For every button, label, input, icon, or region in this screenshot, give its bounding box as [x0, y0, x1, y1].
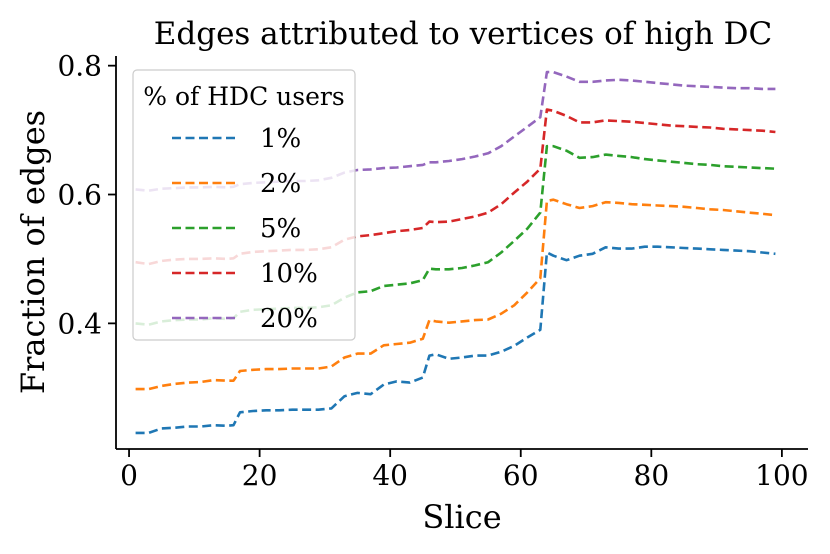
- chart-title: Edges attributed to vertices of high DC: [154, 16, 772, 52]
- x-ticks: 0 20 40 60 80 100: [120, 449, 809, 492]
- legend-items: 1% 2% 5% 10% 20%: [172, 124, 318, 334]
- legend-item: 20%: [172, 304, 318, 334]
- x-tick-label: 80: [634, 459, 670, 492]
- x-tick-label: 20: [242, 459, 278, 492]
- x-tick-label: 60: [503, 459, 539, 492]
- legend-item: 1%: [172, 124, 301, 154]
- series-line-0: [135, 245, 776, 435]
- y-tick-label: 0.4: [57, 307, 102, 340]
- legend-label: 10%: [260, 259, 318, 289]
- y-tick-label: 0.6: [57, 179, 102, 212]
- y-axis-label: Fraction of edges: [14, 110, 52, 394]
- series-line-1: [135, 198, 776, 391]
- x-tick-label: 100: [755, 459, 808, 492]
- legend: % of HDC users 1% 2% 5% 10% 20%: [132, 69, 356, 341]
- x-tick-label: 0: [120, 459, 138, 492]
- y-ticks: 0.4 0.6 0.8: [57, 50, 116, 340]
- x-axis-label: Slice: [422, 498, 501, 536]
- legend-label: 2%: [260, 169, 301, 199]
- legend-label: 5%: [260, 214, 301, 244]
- y-tick-label: 0.8: [57, 50, 102, 83]
- series-line-3: [135, 108, 776, 266]
- legend-label: 20%: [260, 304, 318, 334]
- legend-item: 5%: [172, 214, 301, 244]
- legend-label: 1%: [260, 124, 301, 154]
- legend-item: 2%: [172, 169, 301, 199]
- legend-title: % of HDC users: [143, 82, 344, 111]
- series-line-2: [135, 144, 776, 326]
- x-tick-label: 40: [372, 459, 408, 492]
- legend-item: 10%: [172, 259, 318, 289]
